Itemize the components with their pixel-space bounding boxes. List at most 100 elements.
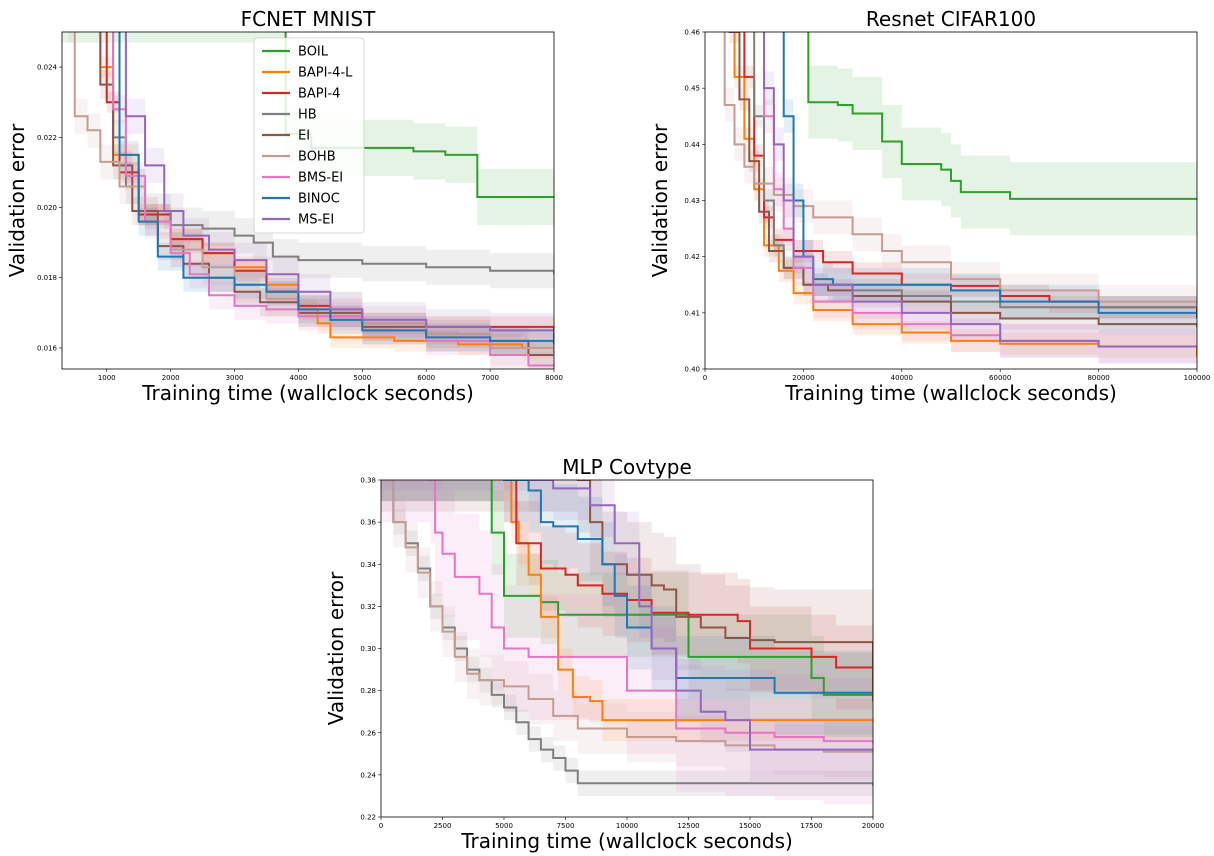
line-bms-ei (112, 32, 554, 367)
line-boil (807, 32, 1197, 200)
x-tick-label: 80000 (1087, 374, 1109, 382)
band-bms-ei (113, 32, 554, 369)
y-axis-label: Validation error (324, 571, 348, 725)
chart-title: Resnet CIFAR100 (866, 7, 1036, 31)
legend-item-bapi-4: BAPI-4 (262, 87, 340, 102)
x-tick-label: 1000 (98, 374, 116, 382)
x-tick-label: 17500 (800, 822, 822, 830)
y-tick-label: 0.28 (360, 687, 376, 695)
chart-resnet-cifar100: 0 20000 40000 60000 80000 100000 0.40 0.41 0.42 0… (648, 7, 1211, 405)
legend-label: BAPI-4-L (298, 66, 353, 81)
y-tick-label: 0.22 (360, 814, 376, 822)
line-bohb (723, 32, 1197, 308)
y-tick-label: 0.36 (360, 519, 376, 527)
x-tick-label: 40000 (891, 374, 913, 382)
x-tick-label: 7000 (481, 374, 499, 382)
x-tick-label: 3000 (226, 374, 244, 382)
x-tick-label: 5000 (353, 374, 371, 382)
y-tick-label: 0.022 (37, 134, 57, 142)
legend-item-ei: EI (262, 129, 310, 144)
line-ms-ei (124, 32, 554, 334)
x-tick-label: 20000 (792, 374, 814, 382)
legend-item-bms-ei: BMS-EI (262, 171, 343, 186)
band-bapi-4 (106, 32, 554, 352)
legend-label: BOIL (298, 45, 329, 60)
legend-label: BMS-EI (298, 171, 343, 186)
line-boil (284, 32, 554, 198)
x-axis-label: Training time (wallclock seconds) (141, 381, 474, 405)
legend-box (253, 37, 365, 234)
x-tick-label: 0 (379, 822, 383, 830)
band-hb (100, 32, 554, 292)
axes-frame (61, 31, 555, 370)
x-tick-label: 2000 (162, 374, 180, 382)
band-hb (393, 480, 873, 799)
legend-item-bohb: BOHB (262, 150, 336, 165)
x-tick-label: 2500 (434, 822, 452, 830)
legend-label: HB (298, 108, 317, 123)
band-ei (100, 32, 554, 369)
band-bms-ei (764, 32, 1197, 364)
x-axis-label: Training time (wallclock seconds) (784, 381, 1117, 405)
x-axis-label: Training time (wallclock seconds) (460, 829, 793, 853)
line-binoc (118, 32, 554, 345)
line-hb (112, 32, 554, 275)
legend-label: BINOC (298, 192, 340, 207)
chart-title: FCNET MNIST (241, 7, 376, 31)
y-tick-label: 0.24 (360, 771, 376, 779)
y-tick-label: 0.43 (684, 197, 700, 205)
y-tick-label: 0.024 (37, 64, 58, 72)
legend-label: EI (298, 129, 310, 144)
band-bapi-4-l (381, 480, 873, 742)
legend-label: BOHB (298, 150, 336, 165)
band-binoc (783, 32, 1197, 336)
x-tick-label: 7500 (557, 822, 575, 830)
x-tick-label: 4000 (290, 374, 308, 382)
x-tick-label: 20000 (862, 822, 884, 830)
line-ei (728, 32, 1197, 327)
y-tick-label: 0.40 (684, 366, 700, 374)
chart-title: MLP Covtype (562, 455, 692, 479)
x-tick-label: 10000 (616, 822, 638, 830)
line-bapi-4-l (99, 32, 554, 349)
y-tick-label: 0.016 (37, 344, 58, 352)
x-tick-label: 15000 (739, 822, 761, 830)
x-tick-label: 12500 (677, 822, 699, 830)
line-bms-ei (429, 480, 873, 744)
y-tick-label: 0.41 (684, 309, 700, 317)
legend-item-boil: BOIL (262, 45, 329, 60)
x-tick-label: 100000 (1184, 374, 1211, 382)
x-tick-label: 0 (703, 374, 707, 382)
y-tick-label: 0.38 (360, 477, 376, 485)
legend-item-bapi-4-l: BAPI-4-L (262, 66, 353, 81)
line-binoc (782, 32, 1197, 319)
series-group (381, 480, 873, 807)
y-axis-label: Validation error (5, 123, 29, 277)
line-bapi-4-l (503, 480, 873, 722)
y-tick-label: 0.46 (684, 29, 700, 37)
chart-mlp-covtype: 0 2500 5000 7500 10000 12500 15000 17500 20000 0.… (324, 455, 884, 853)
legend-label: BAPI-4 (298, 87, 340, 102)
x-tick-label: 5000 (495, 822, 513, 830)
band-ms-ei (764, 32, 1197, 364)
x-tick-label: 8000 (545, 374, 563, 382)
legend-item-hb: HB (262, 108, 317, 123)
band-boil (808, 32, 1197, 236)
y-tick-label: 0.34 (360, 561, 376, 569)
y-tick-label: 0.42 (684, 253, 700, 261)
y-tick-label: 0.44 (684, 141, 700, 149)
legend-item-binoc: BINOC (262, 192, 340, 207)
line-ms-ei (763, 32, 1197, 348)
line-bohb (392, 480, 873, 753)
band-bohb (724, 32, 1197, 325)
line-ei (576, 480, 873, 702)
line-boil (490, 480, 873, 697)
y-tick-label: 0.30 (360, 645, 376, 653)
line-binoc (503, 480, 873, 695)
band-bohb (68, 32, 554, 369)
x-tick-label: 60000 (989, 374, 1011, 382)
line-ms-ei (527, 480, 873, 751)
y-tick-label: 0.45 (684, 85, 700, 93)
legend-label: MS-EI (298, 213, 334, 228)
